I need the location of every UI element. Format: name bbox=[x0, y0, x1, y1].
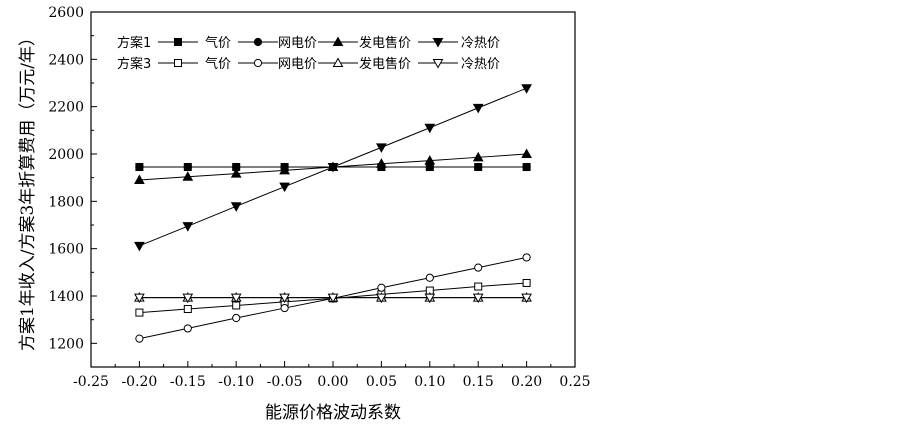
data-point bbox=[183, 305, 192, 314]
x-tick-label: 0.25 bbox=[559, 374, 590, 390]
x-tick-label: -0.15 bbox=[170, 374, 206, 390]
data-point bbox=[182, 171, 194, 181]
data-point bbox=[135, 334, 144, 343]
data-point bbox=[474, 162, 483, 172]
legend-item-label: 发电售价 bbox=[359, 56, 411, 72]
data-point bbox=[424, 293, 436, 304]
data-point bbox=[474, 282, 483, 291]
legend-marker bbox=[432, 38, 444, 48]
legend-item-label: 网电价 bbox=[278, 57, 317, 72]
y-tick-label: 1200 bbox=[48, 336, 84, 352]
data-point bbox=[376, 143, 387, 153]
y-axis: 1200 1400 1600 1800 2000 2200 2400 2600 bbox=[48, 5, 97, 352]
x-tick-label: -0.25 bbox=[73, 374, 109, 390]
y-axis-title: 方案1年收入/方案3年折算费用（万元/年） bbox=[18, 29, 38, 351]
data-point bbox=[521, 84, 532, 94]
x-tick-label: -0.20 bbox=[121, 374, 157, 390]
data-point bbox=[522, 162, 531, 172]
y-tick-label: 1400 bbox=[48, 289, 84, 305]
x-tick-label: 0.00 bbox=[317, 374, 348, 390]
data-point bbox=[521, 293, 532, 304]
series-3 bbox=[134, 84, 532, 252]
data-point bbox=[134, 293, 145, 304]
x-tick-label: 0.10 bbox=[414, 374, 445, 390]
legend-marker bbox=[432, 59, 444, 69]
legend-marker bbox=[253, 37, 263, 47]
data-point bbox=[376, 158, 387, 168]
data-point bbox=[280, 303, 289, 313]
y-tick-label: 2000 bbox=[48, 147, 84, 163]
data-point bbox=[424, 123, 436, 134]
plot-frame bbox=[90, 11, 576, 368]
data-point bbox=[472, 151, 484, 162]
x-tick-label: 0.15 bbox=[463, 374, 494, 390]
data-point bbox=[472, 293, 484, 304]
legend-marker bbox=[332, 36, 344, 46]
y-tick-label: 2200 bbox=[48, 100, 84, 116]
y-tick-label: 1600 bbox=[48, 242, 84, 258]
data-point bbox=[377, 283, 386, 292]
x-axis: -0.25 -0.20 -0.15 -0.10 -0.05 0.00 0.05 0.10 0.1… bbox=[73, 361, 591, 390]
data-point bbox=[472, 103, 484, 114]
data-point bbox=[135, 162, 144, 172]
data-point bbox=[522, 253, 531, 262]
legend-group-label: 方案1 bbox=[117, 35, 151, 51]
data-point bbox=[474, 263, 483, 272]
data-point bbox=[134, 241, 145, 252]
y-tick-label: 1800 bbox=[48, 194, 84, 210]
data-point bbox=[135, 308, 144, 317]
data-point bbox=[134, 174, 145, 185]
data-point bbox=[279, 182, 290, 193]
legend-marker bbox=[253, 58, 263, 68]
legend-marker bbox=[332, 57, 344, 67]
data-point bbox=[182, 222, 194, 232]
data-point bbox=[425, 273, 434, 282]
x-tick-label: -0.05 bbox=[267, 374, 303, 390]
data-point bbox=[232, 313, 241, 323]
data-point bbox=[522, 278, 531, 287]
data-point bbox=[327, 163, 339, 173]
data-point bbox=[183, 162, 192, 172]
data-point bbox=[230, 168, 242, 178]
y-tick-label: 2400 bbox=[48, 52, 84, 68]
legend-item-label: 冷热价 bbox=[461, 36, 500, 51]
legend-item-label: 气价 bbox=[205, 56, 231, 72]
data-point bbox=[279, 293, 290, 304]
legend-item-label: 发电售价 bbox=[359, 35, 411, 51]
legend-marker bbox=[174, 59, 182, 67]
legend-marker bbox=[174, 38, 182, 46]
series-layer bbox=[134, 84, 532, 343]
plot-border bbox=[90, 11, 576, 368]
x-tick-label: 0.20 bbox=[511, 374, 542, 390]
legend-item-label: 气价 bbox=[205, 35, 231, 51]
data-point bbox=[424, 155, 436, 165]
legend-group-label: 方案3 bbox=[117, 56, 151, 72]
data-point bbox=[279, 164, 290, 175]
data-point bbox=[327, 293, 339, 304]
series-7 bbox=[134, 293, 532, 304]
data-point bbox=[183, 324, 192, 333]
data-point bbox=[521, 148, 532, 158]
x-axis-title: 能源价格波动系数 bbox=[265, 403, 401, 423]
data-point bbox=[376, 293, 387, 304]
x-tick-label: -0.10 bbox=[218, 374, 254, 390]
legend-item-label: 网电价 bbox=[278, 36, 317, 51]
data-point bbox=[230, 293, 242, 304]
data-point bbox=[182, 293, 194, 304]
y-tick-label: 2600 bbox=[48, 5, 84, 21]
data-point bbox=[230, 202, 242, 212]
legend-item-label: 冷热价 bbox=[461, 57, 500, 72]
x-tick-label: 0.05 bbox=[366, 374, 397, 390]
